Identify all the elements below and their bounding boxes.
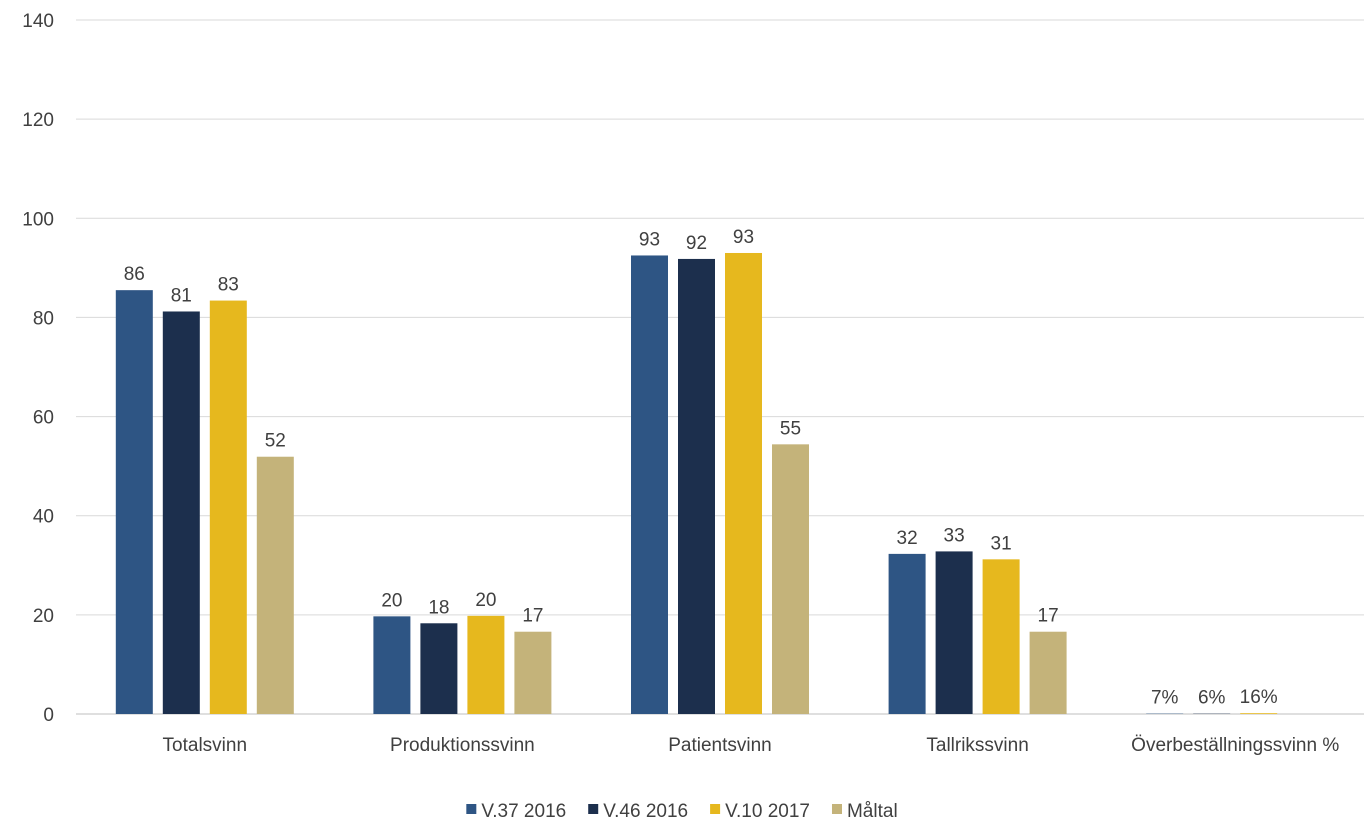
legend-swatch bbox=[710, 804, 721, 814]
bar bbox=[631, 255, 668, 714]
legend-item: Måltal bbox=[831, 801, 898, 822]
data-label: 83 bbox=[218, 275, 239, 296]
bar bbox=[209, 300, 247, 714]
data-label: 7% bbox=[1151, 688, 1179, 709]
bar bbox=[772, 444, 809, 714]
bar bbox=[467, 615, 505, 714]
bar bbox=[514, 631, 552, 714]
bar bbox=[1240, 713, 1278, 714]
x-category-label: Patientsvinn bbox=[668, 735, 772, 756]
bar bbox=[982, 559, 1020, 714]
legend-item: V.46 2016 bbox=[588, 801, 688, 822]
data-label: 86 bbox=[124, 264, 145, 285]
x-axis-categories: Totalsvinn Produktionssvinn Patientsvinn Ta… bbox=[163, 735, 1340, 756]
x-category-label: Totalsvinn bbox=[163, 735, 248, 756]
legend-label: V.37 2016 bbox=[481, 801, 566, 822]
data-label: 55 bbox=[780, 418, 801, 439]
y-tick-label: 120 bbox=[22, 110, 54, 131]
data-label: 20 bbox=[381, 590, 402, 611]
data-label: 31 bbox=[991, 533, 1012, 554]
bar bbox=[115, 290, 153, 714]
y-tick-label: 60 bbox=[33, 408, 54, 429]
y-axis-ticks: 0 20 40 60 80 100 120 140 bbox=[22, 11, 54, 726]
legend-swatch bbox=[466, 804, 477, 814]
y-tick-label: 0 bbox=[43, 705, 54, 726]
bar bbox=[162, 311, 200, 714]
x-category-label: Produktionssvinn bbox=[390, 735, 535, 756]
bar bbox=[678, 258, 715, 714]
legend-swatch bbox=[831, 804, 842, 814]
bar bbox=[888, 553, 926, 714]
bar bbox=[420, 623, 458, 714]
data-label: 92 bbox=[686, 233, 707, 254]
y-tick-label: 140 bbox=[22, 11, 54, 32]
bar bbox=[935, 551, 973, 714]
legend-item: V.37 2016 bbox=[466, 801, 566, 822]
data-label: 52 bbox=[265, 431, 286, 452]
legend-label: Måltal bbox=[847, 801, 898, 822]
bars bbox=[115, 252, 1278, 714]
data-labels: 86 81 83 52 20 18 20 17 93 92 93 55 32 33 31 17 7% 6% 16% bbox=[124, 227, 1278, 709]
y-tick-label: 20 bbox=[33, 606, 54, 627]
data-label: 6% bbox=[1198, 688, 1226, 709]
y-tick-label: 100 bbox=[22, 209, 54, 230]
legend-item: V.10 2017 bbox=[710, 801, 810, 822]
data-label: 17 bbox=[1038, 606, 1059, 627]
bar bbox=[256, 456, 294, 714]
x-category-label: Tallrikssvinn bbox=[926, 735, 1028, 756]
data-label: 32 bbox=[897, 528, 918, 549]
bar bbox=[725, 252, 762, 714]
data-label: 33 bbox=[944, 525, 965, 546]
data-label: 16% bbox=[1240, 687, 1278, 708]
data-label: 17 bbox=[522, 606, 543, 627]
data-label: 18 bbox=[428, 597, 449, 618]
data-label: 93 bbox=[639, 229, 660, 250]
y-tick-label: 80 bbox=[33, 308, 54, 329]
legend: V.37 2016 V.46 2016 V.10 2017 Måltal bbox=[466, 801, 898, 822]
data-label: 93 bbox=[733, 227, 754, 248]
bar bbox=[373, 616, 411, 714]
legend-label: V.46 2016 bbox=[603, 801, 688, 822]
bar bbox=[1029, 631, 1067, 714]
y-tick-label: 40 bbox=[33, 507, 54, 528]
legend-swatch bbox=[588, 804, 599, 814]
data-label: 81 bbox=[171, 285, 192, 306]
x-category-label: Överbeställningssvinn % bbox=[1131, 735, 1339, 756]
legend-label: V.10 2017 bbox=[725, 801, 810, 822]
data-label: 20 bbox=[475, 590, 496, 611]
